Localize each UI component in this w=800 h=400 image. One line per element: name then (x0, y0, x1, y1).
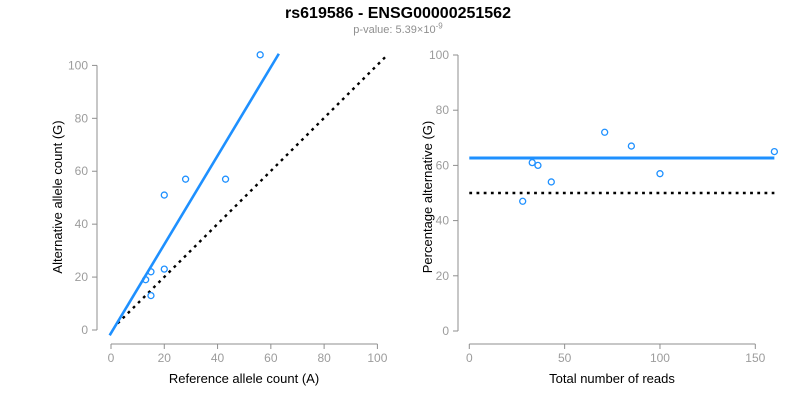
p-value-exponent: -9 (435, 21, 443, 31)
data-point (147, 291, 155, 300)
right-plot: 0 20 40 60 80 100 0 50 100 150 (429, 48, 779, 365)
right-x-axis-title: Total number of reads (549, 371, 675, 386)
x-tick-label: 80 (317, 351, 331, 365)
y-tick-label: 40 (75, 217, 89, 231)
y-tick-label: 20 (436, 269, 450, 283)
data-point (534, 161, 542, 170)
data-point (519, 197, 527, 205)
x-tick-label: 100 (367, 351, 387, 365)
data-point (547, 178, 555, 186)
identity-line (116, 54, 388, 325)
data-point (221, 175, 230, 183)
p-value-text: p-value: 5.39×10 (353, 24, 436, 36)
y-tick-label: 80 (436, 103, 450, 117)
y-tick-label: 40 (436, 214, 450, 228)
regression-line (108, 53, 280, 336)
right-y-axis-title: Percentage alternative (G) (420, 120, 435, 274)
x-tick-label: 0 (108, 351, 115, 365)
data-point (601, 128, 609, 136)
data-point (770, 147, 779, 156)
figure-title: rs619586 - ENSG00000251562 (285, 5, 511, 22)
x-tick-label: 0 (466, 351, 473, 365)
y-tick-label: 80 (75, 111, 89, 125)
data-point (528, 158, 536, 167)
x-tick-label: 150 (745, 351, 765, 365)
x-tick-label: 20 (158, 351, 172, 365)
left-plot: 0 20 40 60 80 100 0 20 40 60 80 100 (68, 51, 388, 365)
x-tick-label: 60 (264, 351, 278, 365)
data-point (181, 175, 190, 183)
y-tick-label: 0 (442, 324, 449, 338)
x-tick-label: 50 (558, 351, 572, 365)
y-tick-label: 60 (436, 158, 450, 172)
data-point (656, 170, 664, 178)
y-tick-label: 60 (75, 164, 89, 178)
y-tick-label: 100 (429, 48, 449, 62)
x-tick-label: 40 (211, 351, 225, 365)
y-tick-label: 20 (75, 270, 89, 284)
data-point (160, 265, 168, 273)
y-tick-label: 100 (68, 58, 88, 72)
p-value-subtitle: p-value: 5.39×10-9 (0, 21, 796, 36)
y-tick-label: 0 (81, 323, 88, 337)
left-y-axis-title: Alternative allele count (G) (50, 120, 65, 274)
data-point (160, 191, 168, 199)
left-x-axis-title: Reference allele count (A) (168, 371, 320, 386)
data-point (256, 51, 264, 59)
x-tick-label: 100 (650, 351, 670, 365)
data-point (627, 142, 636, 150)
data-point (147, 268, 155, 276)
data-point (141, 276, 150, 284)
